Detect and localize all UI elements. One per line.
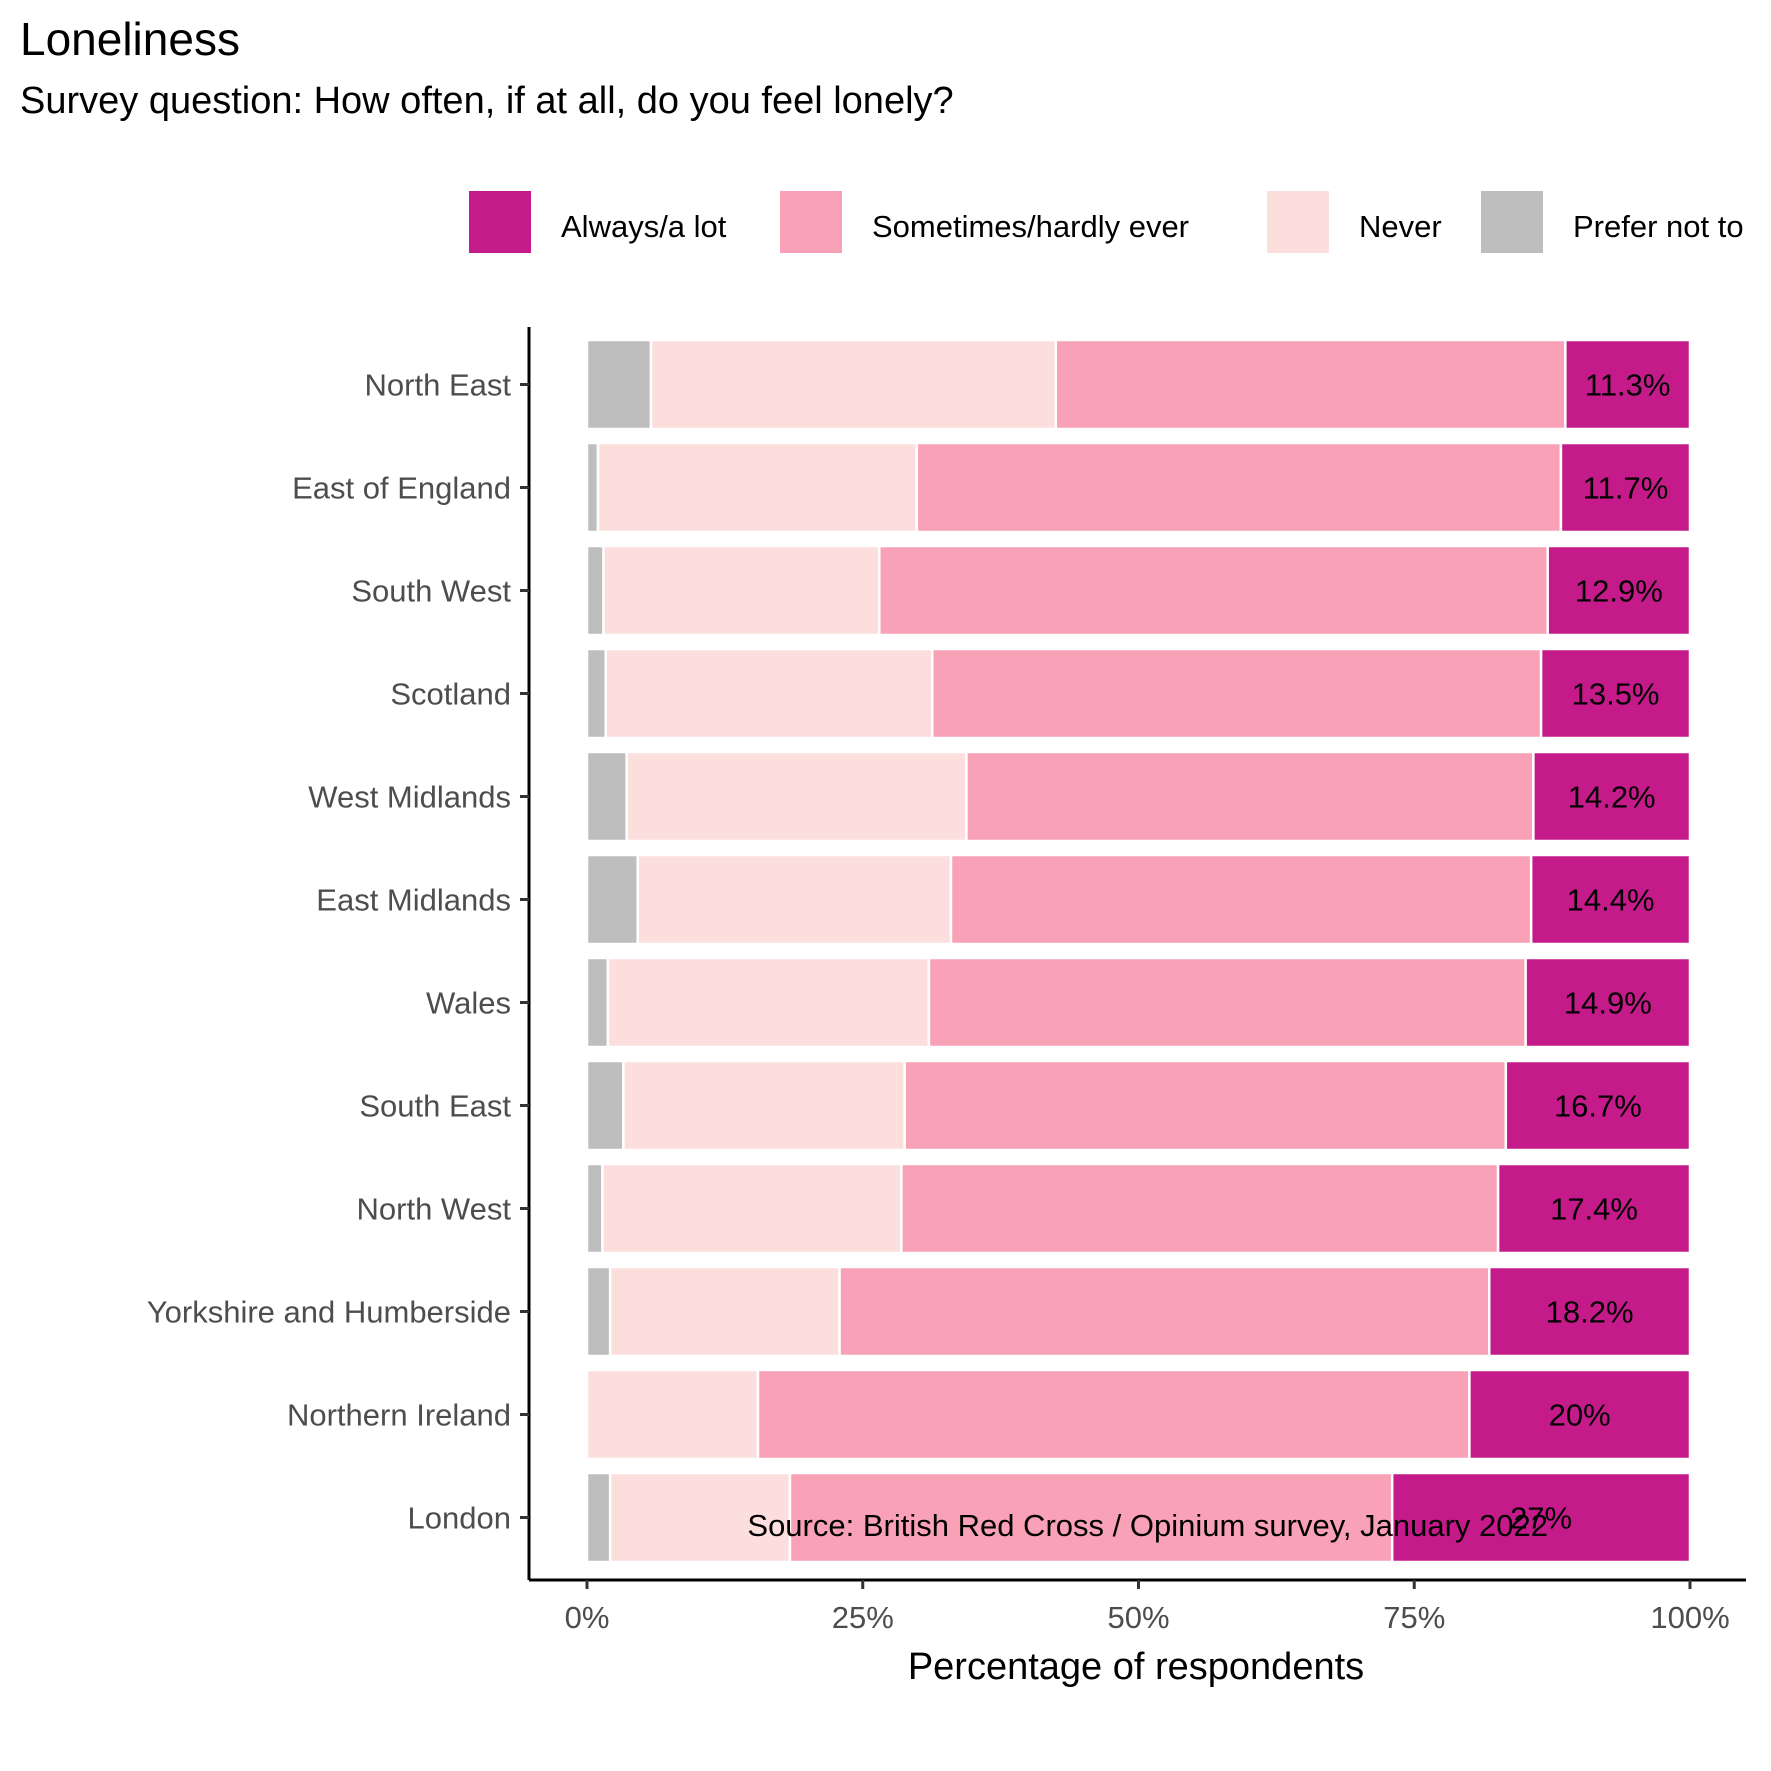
x-tick-label: 50% <box>1107 1600 1169 1635</box>
y-tick-label-london: London <box>408 1501 511 1536</box>
y-tick-label-northern-ireland: Northern Ireland <box>287 1398 511 1433</box>
y-tick-label-north-west: North West <box>357 1192 512 1227</box>
bar-sometimes-hardly-ever-northern-ireland <box>756 1368 1471 1461</box>
legend-swatch-sometimes-hardly-ever <box>780 191 842 253</box>
bar-label-london: 27% <box>1510 1501 1572 1536</box>
bars: 11.3% 11.7% 12.9% 13.5% 14.2% 14.4% 14.9% 16.7%… <box>585 338 1692 1564</box>
bar-always-a-lot-wales <box>1524 956 1692 1049</box>
x-axis: 0% 25% 50% 75% 100% <box>529 1578 1746 1635</box>
bar-never-north-east <box>649 338 1058 431</box>
legend: Always/a lot Sometimes/hardly ever Never Pr… <box>469 191 1744 253</box>
source-caption: Source: British Red Cross / Opinium surv… <box>747 1508 1548 1543</box>
bar-sometimes-hardly-ever-scotland <box>930 647 1543 740</box>
bar-prefer-not-to-say-wales <box>585 956 610 1049</box>
bar-always-a-lot-london <box>1390 1471 1692 1564</box>
bar-always-a-lot-scotland <box>1539 647 1692 740</box>
bar-sometimes-hardly-ever-wales <box>927 956 1527 1049</box>
y-tick-label-north-east: North East <box>365 368 512 403</box>
bar-always-a-lot-east-of-england <box>1559 441 1692 534</box>
y-tick-label-south-west: South West <box>351 574 511 609</box>
bar-sometimes-hardly-ever-north-west <box>900 1162 1500 1255</box>
bar-label-south-west: 12.9% <box>1575 574 1663 609</box>
bar-always-a-lot-east-midlands <box>1529 853 1692 946</box>
bar-never-north-west <box>601 1162 903 1255</box>
y-axis: North East East of England South West Scotl… <box>147 327 531 1580</box>
bar-sometimes-hardly-ever-yorkshire-and-humberside <box>838 1265 1491 1358</box>
bar-label-north-east: 11.3% <box>1585 368 1671 403</box>
legend-label-never: Never <box>1359 209 1442 244</box>
x-tick-label: 100% <box>1650 1600 1729 1635</box>
bar-label-wales: 14.9% <box>1564 986 1652 1021</box>
bar-prefer-not-to-say-north-east <box>585 338 653 431</box>
bar-label-northern-ireland: 20% <box>1549 1398 1611 1433</box>
bar-label-south-east: 16.7% <box>1554 1089 1642 1124</box>
legend-swatch-never <box>1267 191 1329 253</box>
bar-label-east-of-england: 11.7% <box>1583 471 1669 506</box>
bar-sometimes-hardly-ever-west-midlands <box>965 750 1535 843</box>
bar-sometimes-hardly-ever-south-east <box>903 1059 1508 1152</box>
bar-always-a-lot-yorkshire-and-humberside <box>1488 1265 1692 1358</box>
legend-swatch-prefer-not-to <box>1481 191 1543 253</box>
bar-never-east-of-england <box>596 441 919 534</box>
legend-label-prefer-not-to: Prefer not to <box>1573 209 1744 244</box>
x-axis-title: Percentage of respondents <box>908 1646 1364 1688</box>
y-tick-label-yorkshire-and-humberside: Yorkshire and Humberside <box>147 1295 511 1330</box>
y-tick-label-south-east: South East <box>359 1089 511 1124</box>
bar-prefer-not-to-say-south-east <box>585 1059 625 1152</box>
bar-prefer-not-to-say-yorkshire-and-humberside <box>585 1265 612 1358</box>
bar-never-wales <box>606 956 931 1049</box>
legend-label-sometimes-hardly-ever: Sometimes/hardly ever <box>872 209 1189 244</box>
bar-label-east-midlands: 14.4% <box>1567 883 1655 918</box>
bar-sometimes-hardly-ever-north-east <box>1054 338 1567 431</box>
y-tick-label-east-midlands: East Midlands <box>316 883 511 918</box>
y-tick-label-scotland: Scotland <box>390 677 511 712</box>
bar-never-east-midlands <box>636 853 953 946</box>
x-tick-label: 25% <box>832 1600 894 1635</box>
bar-never-yorkshire-and-humberside <box>608 1265 841 1358</box>
legend-swatch-always-a-lot <box>469 191 531 253</box>
bar-prefer-not-to-say-north-west <box>585 1162 604 1255</box>
bar-label-yorkshire-and-humberside: 18.2% <box>1546 1295 1634 1330</box>
chart-title: Loneliness <box>20 13 240 65</box>
bar-never-south-east <box>622 1059 906 1152</box>
bar-prefer-not-to-say-west-midlands <box>585 750 628 843</box>
bar-always-a-lot-north-west <box>1496 1162 1692 1255</box>
bar-prefer-not-to-say-london <box>585 1471 612 1564</box>
bar-label-north-west: 17.4% <box>1550 1192 1638 1227</box>
x-tick-label: 0% <box>565 1600 610 1635</box>
bar-label-west-midlands: 14.2% <box>1568 780 1656 815</box>
bar-always-a-lot-south-east <box>1504 1059 1692 1152</box>
y-tick-label-east-of-england: East of England <box>292 471 511 506</box>
y-tick-label-west-midlands: West Midlands <box>308 780 511 815</box>
bar-always-a-lot-west-midlands <box>1532 750 1692 843</box>
bar-always-a-lot-north-east <box>1564 338 1692 431</box>
bar-label-scotland: 13.5% <box>1572 677 1660 712</box>
chart-subtitle: Survey question: How often, if at all, d… <box>20 80 954 122</box>
bar-sometimes-hardly-ever-east-of-england <box>915 441 1563 534</box>
bar-prefer-not-to-say-east-of-england <box>585 441 600 534</box>
bar-prefer-not-to-say-east-midlands <box>585 853 639 946</box>
bar-prefer-not-to-say-scotland <box>585 647 608 740</box>
bar-sometimes-hardly-ever-london <box>788 1471 1394 1564</box>
bar-always-a-lot-northern-ireland <box>1468 1368 1692 1461</box>
legend-label-always-a-lot: Always/a lot <box>561 209 727 244</box>
bar-sometimes-hardly-ever-south-west <box>878 544 1549 637</box>
y-tick-label-wales: Wales <box>426 986 511 1021</box>
x-tick-label: 75% <box>1383 1600 1445 1635</box>
bar-never-scotland <box>604 647 934 740</box>
bar-never-northern-ireland <box>585 1368 760 1461</box>
bar-sometimes-hardly-ever-east-midlands <box>949 853 1533 946</box>
bar-never-south-west <box>602 544 881 637</box>
bar-always-a-lot-south-west <box>1546 544 1692 637</box>
bar-never-london <box>608 1471 792 1564</box>
bar-prefer-not-to-say-south-west <box>585 544 605 637</box>
bar-never-west-midlands <box>625 750 968 843</box>
